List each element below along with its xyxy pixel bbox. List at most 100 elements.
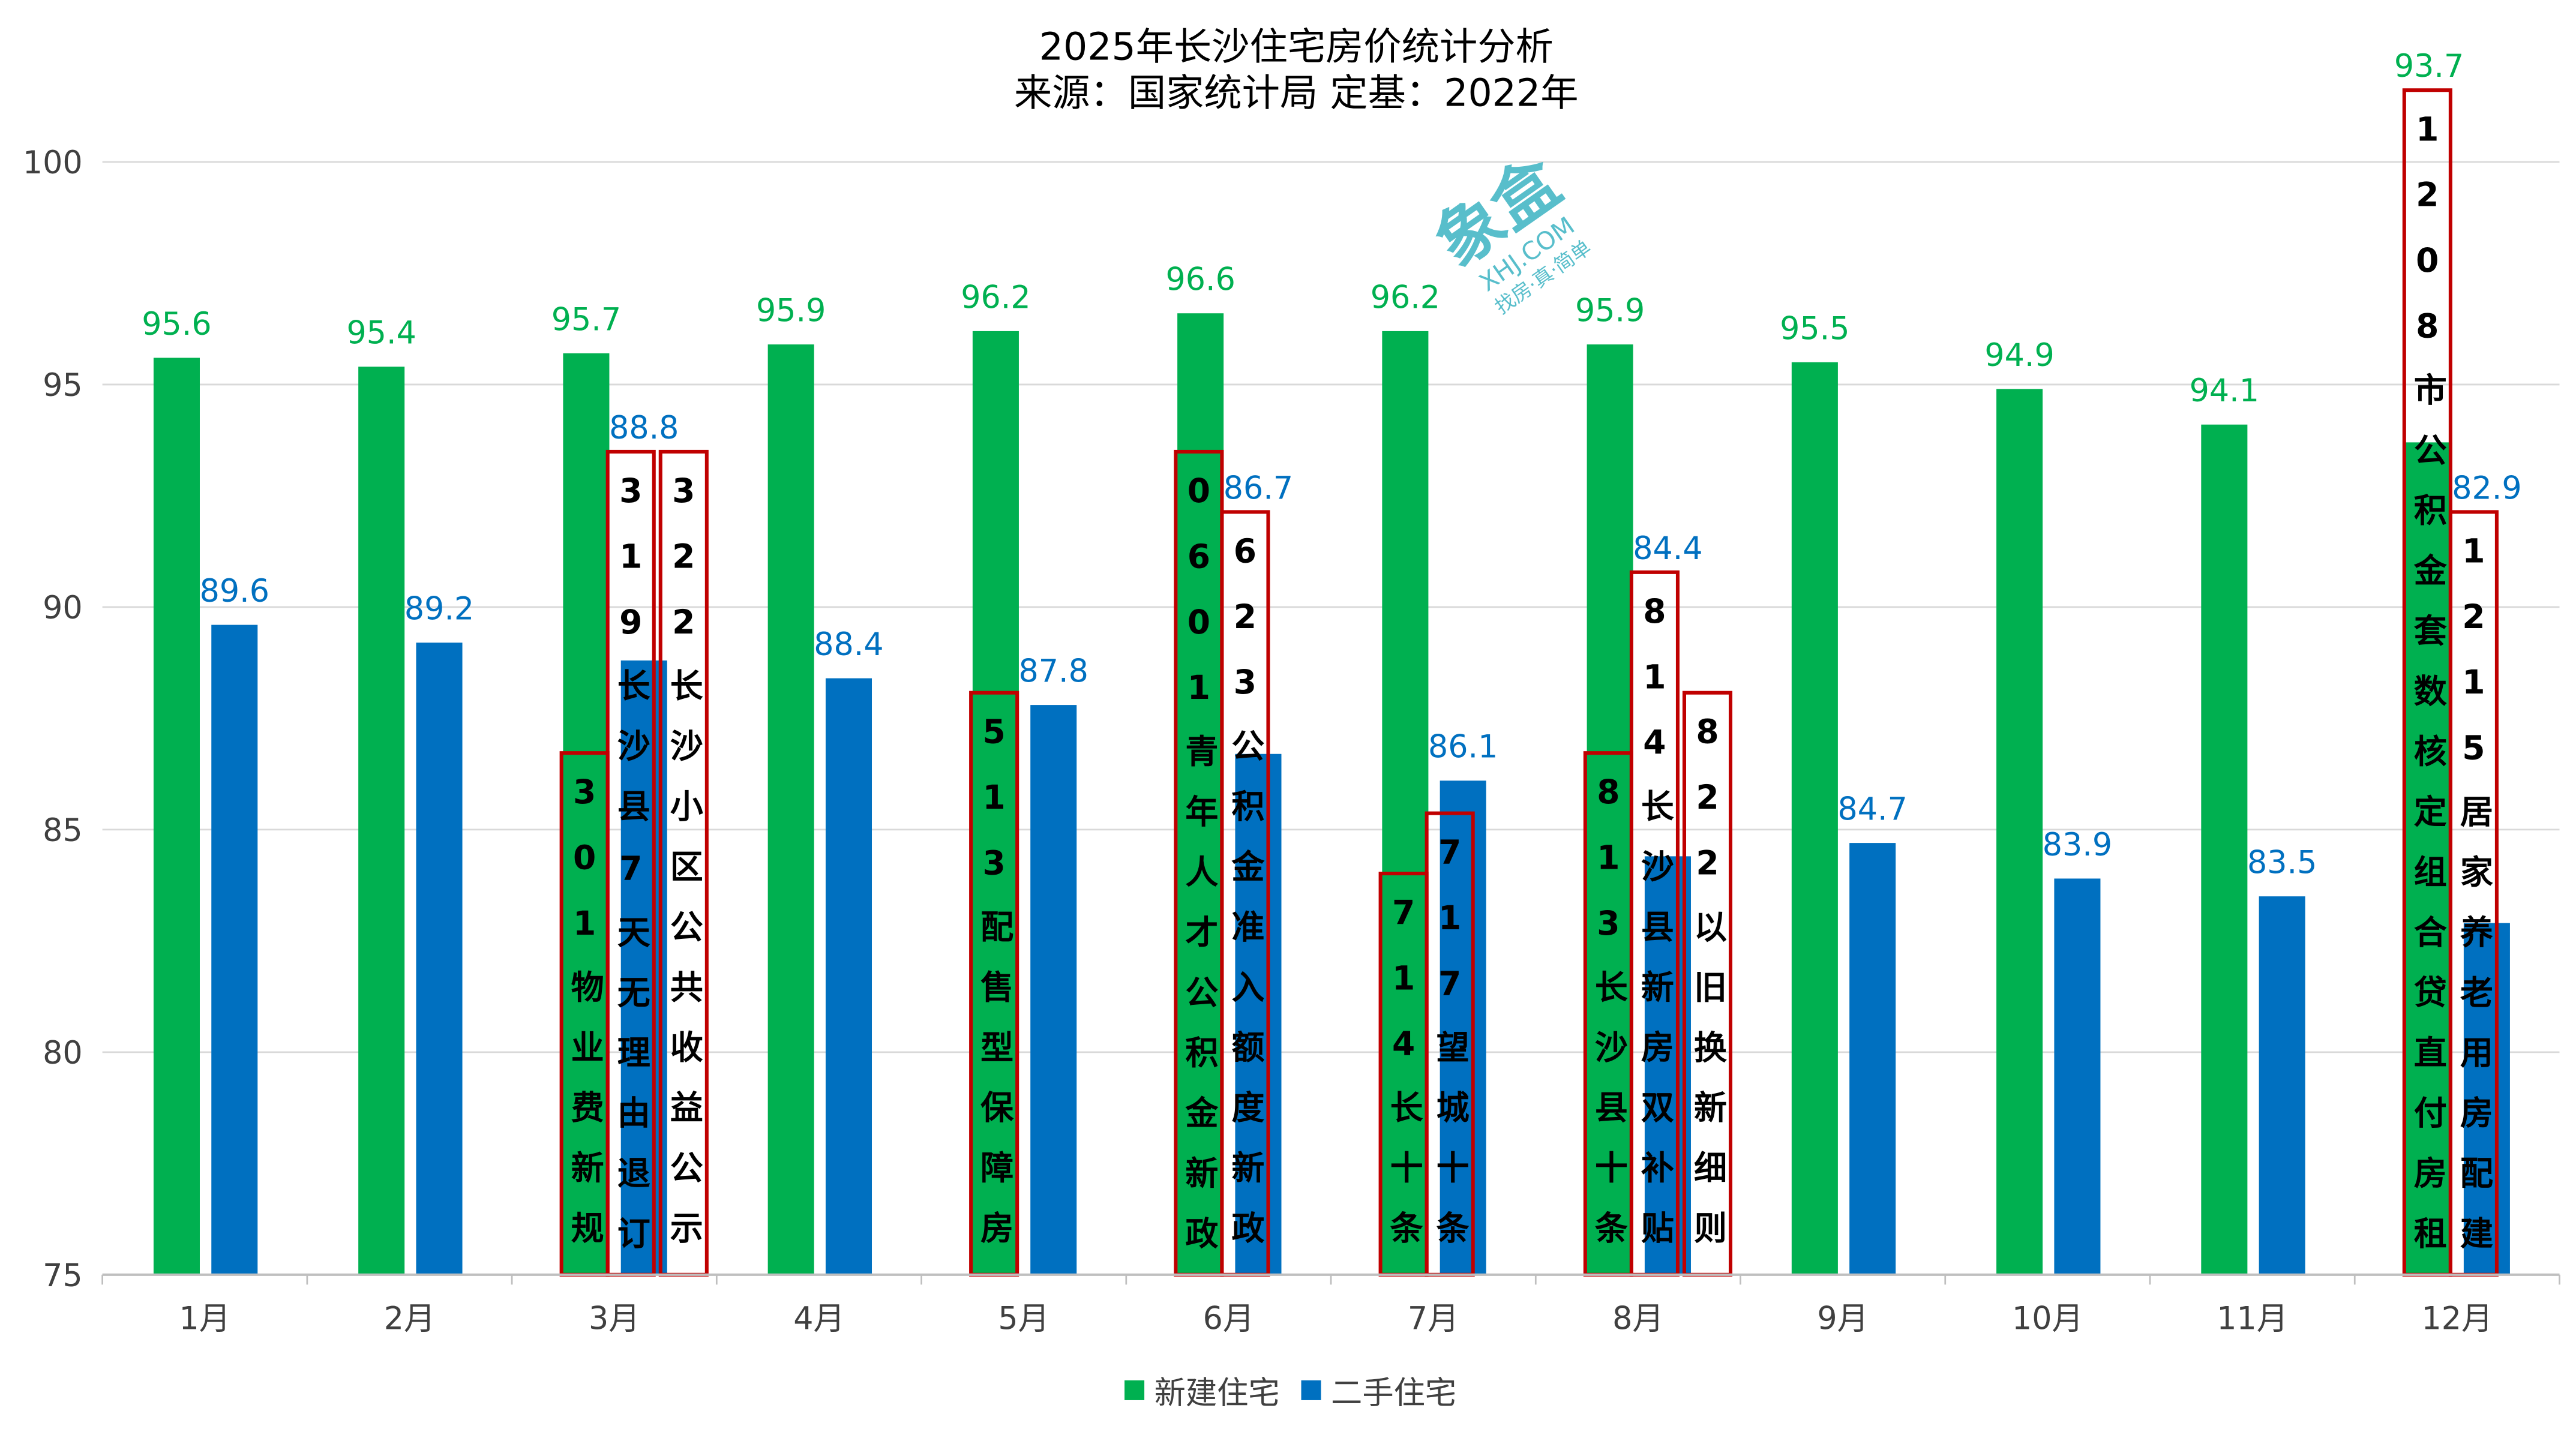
y-tick-label: 100 bbox=[23, 145, 83, 181]
x-tick-label: 4月 bbox=[793, 1301, 845, 1337]
annotation-box: 1215居家养老用房配建 bbox=[2448, 510, 2499, 1277]
annotation-text: 1215居家养老用房配建 bbox=[2454, 532, 2493, 1276]
annotation-box: 1208市公积金套数核定组合贷直付房租 bbox=[2402, 88, 2452, 1277]
y-tick-label: 95 bbox=[43, 367, 83, 404]
x-tick-label: 12月 bbox=[2421, 1301, 2493, 1337]
x-tick-label: 5月 bbox=[998, 1301, 1049, 1337]
bar-second-hand bbox=[825, 678, 872, 1275]
legend-swatch bbox=[1301, 1380, 1321, 1400]
data-label: 95.7 bbox=[551, 301, 621, 338]
annotation-text: 1208市公积金套数核定组合贷直付房租 bbox=[2408, 110, 2447, 1276]
bar-second-hand bbox=[416, 643, 463, 1275]
annotation-text: 822以旧换新细则 bbox=[1688, 713, 1727, 1271]
data-label: 96.2 bbox=[1371, 279, 1440, 316]
bar-new-home bbox=[767, 344, 814, 1275]
x-tick-label: 8月 bbox=[1612, 1301, 1664, 1337]
bar-second-hand bbox=[1235, 753, 1282, 1275]
bar-new-home bbox=[153, 358, 200, 1275]
data-label: 93.7 bbox=[2394, 48, 2464, 85]
data-label: 94.1 bbox=[2190, 373, 2259, 409]
annotation-text: 301物业费新规 bbox=[565, 773, 604, 1271]
axes: 75 80 85 90 95 100 1月 2月 3月 4月 5月 6月 7月 8月 9月 10月 11月 12月 bbox=[23, 145, 2560, 1337]
bar-new-home bbox=[1587, 344, 1633, 1275]
bar-new-home bbox=[563, 353, 610, 1275]
annotation-box: 623公积金准入额度新政 bbox=[1220, 510, 1270, 1277]
chart-title: 2025年长沙住宅房价统计分析 bbox=[1039, 24, 1554, 68]
y-tick-label: 75 bbox=[43, 1257, 83, 1294]
data-label: 83.9 bbox=[2043, 827, 2112, 863]
annotation-box: 513配售型保障房 bbox=[969, 691, 1019, 1277]
annotation-text: 813长沙县十条 bbox=[1589, 773, 1628, 1271]
data-label: 84.7 bbox=[1837, 791, 1907, 828]
y-tick-label: 85 bbox=[43, 812, 83, 849]
annotation-box: 822以旧换新细则 bbox=[1682, 691, 1733, 1277]
data-label: 82.9 bbox=[2452, 470, 2521, 506]
annotation-box: 301物业费新规 bbox=[559, 751, 610, 1277]
bar-second-hand bbox=[2054, 878, 2101, 1275]
legend-label: 二手住宅 bbox=[1331, 1374, 1456, 1411]
annotation-box: 714长十条 bbox=[1378, 872, 1429, 1277]
bar-second-hand bbox=[1849, 843, 1896, 1275]
data-label: 86.1 bbox=[1428, 729, 1498, 765]
annotation-box: 0601青年人才公积金新政 bbox=[1174, 449, 1224, 1277]
chart-subtitle: 来源：国家统计局 定基：2022年 bbox=[1014, 70, 1579, 115]
bar-new-home bbox=[1791, 362, 1838, 1275]
legend: 新建住宅 二手住宅 bbox=[1124, 1374, 1456, 1411]
data-labels: 95.6 95.4 95.7 95.9 96.2 96.6 96.2 95.9 95.5 94.9… bbox=[142, 48, 2521, 881]
data-label: 94.9 bbox=[1984, 337, 2054, 374]
bar-new-home bbox=[972, 331, 1019, 1275]
x-tick-label: 1月 bbox=[179, 1301, 230, 1337]
data-label: 95.9 bbox=[756, 293, 826, 329]
bar-second-hand bbox=[1030, 705, 1077, 1275]
annotation-box: 813长沙县十条 bbox=[1583, 751, 1633, 1277]
bar-new-home bbox=[358, 367, 405, 1275]
data-label: 88.4 bbox=[814, 626, 883, 663]
annotation-text: 714长十条 bbox=[1384, 893, 1423, 1271]
x-tick-label: 7月 bbox=[1408, 1301, 1459, 1337]
data-label: 88.8 bbox=[609, 410, 679, 446]
bar-new-home bbox=[2201, 424, 2248, 1275]
data-label: 86.7 bbox=[1223, 470, 1293, 506]
data-label: 89.2 bbox=[404, 591, 474, 628]
bar-second-hand bbox=[2259, 896, 2305, 1275]
x-tick-label: 11月 bbox=[2217, 1301, 2288, 1337]
annotation-box: 322长沙小区公共收益公示 bbox=[658, 449, 709, 1277]
x-tick-label: 10月 bbox=[2012, 1301, 2083, 1337]
annotation-text: 0601青年人才公积金新政 bbox=[1180, 472, 1219, 1277]
annotation-box: 717望城十条 bbox=[1425, 811, 1475, 1277]
x-tick-label: 3月 bbox=[589, 1301, 640, 1337]
data-label: 83.5 bbox=[2247, 845, 2317, 881]
annotation-text: 322长沙小区公共收益公示 bbox=[664, 472, 703, 1271]
bar-new-home bbox=[1382, 331, 1429, 1275]
x-tick-label: 2月 bbox=[384, 1301, 436, 1337]
annotation-text: 319长沙县7天无理由退订 bbox=[611, 472, 650, 1277]
data-label: 95.9 bbox=[1575, 293, 1645, 329]
data-label: 95.4 bbox=[347, 315, 416, 352]
data-label: 96.2 bbox=[961, 279, 1030, 316]
annotation-text: 513配售型保障房 bbox=[975, 713, 1014, 1271]
x-tick-label: 9月 bbox=[1817, 1301, 1869, 1337]
bar-second-hand bbox=[211, 625, 258, 1275]
legend-label: 新建住宅 bbox=[1154, 1374, 1280, 1411]
bar-new-home bbox=[1996, 389, 2043, 1275]
data-label: 84.4 bbox=[1633, 530, 1702, 567]
bar-new-home bbox=[2406, 442, 2452, 1275]
annotation-box: 814长沙县新房双补贴 bbox=[1629, 570, 1680, 1277]
annotation-text: 814长沙县新房双补贴 bbox=[1635, 592, 1674, 1271]
annotation-text: 717望城十条 bbox=[1431, 833, 1470, 1271]
bar-second-hand bbox=[2463, 923, 2510, 1275]
data-label: 96.6 bbox=[1165, 262, 1235, 298]
legend-swatch bbox=[1124, 1380, 1145, 1400]
data-label: 89.6 bbox=[200, 573, 269, 610]
y-tick-label: 80 bbox=[43, 1035, 83, 1071]
bar-new-home bbox=[1177, 313, 1224, 1275]
bar-second-hand bbox=[1440, 780, 1486, 1275]
data-label: 95.6 bbox=[142, 306, 211, 343]
bars bbox=[153, 313, 2510, 1275]
data-label: 95.5 bbox=[1780, 310, 1849, 347]
gridlines bbox=[102, 161, 2560, 1276]
annotation-text: 623公积金准入额度新政 bbox=[1226, 532, 1265, 1271]
policy-annotations: 301物业费新规 319长沙县7天无理由退订 322长沙小区公共收益公示 513配售型… bbox=[559, 88, 2499, 1277]
annotation-box: 319长沙县7天无理由退订 bbox=[605, 449, 656, 1277]
